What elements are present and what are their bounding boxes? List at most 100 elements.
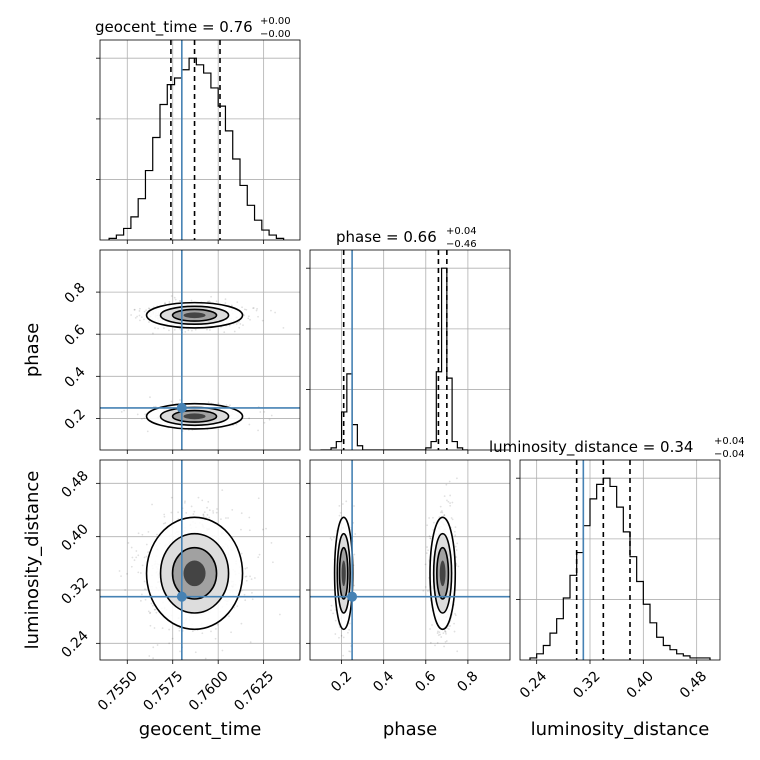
frame-luminosity_distance_vs_phase (309, 459, 511, 661)
xticklabel-luminosity-distance-2: 0.40 (624, 668, 657, 701)
scatter-point (252, 307, 255, 309)
scatter-point (265, 527, 267, 530)
scatter-point (348, 650, 350, 653)
scatter-point (140, 417, 143, 420)
scatter-point (164, 302, 166, 305)
scatter-point (120, 410, 123, 413)
scatter-point (249, 318, 251, 321)
scatter-point (221, 649, 224, 652)
scatter-point (349, 650, 352, 653)
panel-luminosity-distance-vs-phase (310, 460, 510, 660)
scatter-point (168, 300, 171, 303)
scatter-point (174, 298, 177, 301)
scatter-point (258, 553, 261, 556)
scatter-point (353, 584, 356, 587)
scatter-point (197, 496, 200, 499)
x-axis-label-luminosity-distance: luminosity_distance (531, 719, 710, 740)
scatter-point (443, 514, 446, 517)
scatter-point (162, 522, 165, 525)
scatter-point (330, 604, 333, 607)
scatter-point (444, 640, 447, 643)
scatter-point (140, 316, 143, 319)
scatter-point (138, 310, 141, 312)
scatter-point (164, 302, 166, 305)
scatter-point (228, 615, 230, 618)
scatter-point (225, 404, 228, 406)
scatter-point (246, 567, 248, 569)
scatter-point (170, 511, 173, 514)
scatter-point (214, 637, 217, 640)
scatter-point (170, 400, 173, 403)
scatter-point (454, 545, 457, 548)
scatter-point (225, 517, 227, 519)
scatter-point (143, 580, 146, 583)
scatter-point (137, 554, 140, 557)
scatter-point (444, 629, 446, 632)
title-geocent-time-lower: −0.00 (260, 29, 291, 40)
contour-luminosity_distance_vs_geocent_time-0-2 (171, 546, 218, 600)
scatter-point (427, 590, 429, 592)
scatter-point (220, 518, 222, 521)
scatter-point (445, 483, 448, 486)
scatter-point (449, 494, 452, 497)
xticklabel-phase-3: 0.8 (454, 668, 481, 695)
scatter-point (127, 542, 130, 544)
scatter-point (448, 628, 450, 630)
scatter-point (334, 619, 337, 622)
scatter-point (433, 521, 435, 524)
scatter-point (424, 563, 427, 566)
scatter-point (118, 570, 121, 572)
scatter-point (130, 565, 133, 568)
yticklabel-phase-3: 0.8 (62, 280, 89, 307)
scatter-point (244, 575, 247, 578)
scatter-point (136, 315, 138, 318)
scatter-point (152, 646, 155, 649)
title-geocent-time-upper: +0.00 (260, 16, 291, 27)
scatter-point (259, 411, 262, 413)
scatter-point (206, 300, 209, 303)
scatter-point (445, 632, 447, 635)
scatter-point (436, 642, 439, 644)
scatter-point (429, 537, 432, 540)
scatter-point (177, 511, 179, 514)
scatter-point (208, 516, 211, 519)
scatter-point (454, 534, 457, 537)
contour-luminosity_distance_vs_phase-1-2 (436, 546, 450, 600)
scatter-point (240, 528, 242, 531)
scatter-point (263, 421, 266, 424)
scatter-point (338, 636, 340, 639)
contour-phase_vs_geocent_time-0-1 (159, 305, 230, 326)
scatter-point (353, 505, 355, 507)
scatter-point (426, 546, 428, 548)
scatter-point (278, 613, 281, 616)
scatter-point (156, 644, 159, 646)
title-luminosity-distance-lower: −0.04 (714, 449, 745, 460)
scatter-point (208, 300, 211, 303)
scatter-point (146, 430, 149, 433)
scatter-point (224, 298, 227, 301)
scatter-point (457, 565, 460, 568)
scatter-point (210, 295, 212, 298)
scatter-point (445, 640, 448, 642)
scatter-point (443, 495, 446, 498)
scatter-point (340, 634, 343, 637)
scatter-point (207, 401, 210, 404)
scatter-point (247, 315, 250, 318)
scatter-point (144, 588, 146, 591)
scatter-point (215, 511, 218, 514)
scatter-point (428, 535, 431, 537)
scatter-point (153, 627, 156, 629)
frame-phase_vs_geocent_time (99, 249, 301, 451)
scatter-point (439, 511, 442, 514)
scatter-point (448, 480, 451, 483)
scatter-point (207, 500, 210, 503)
contour-luminosity_distance_vs_phase-0-2 (338, 546, 349, 600)
scatter-point (453, 630, 456, 633)
truth-marker-luminosity_distance_vs_phase (347, 591, 358, 602)
scatter-point (257, 556, 260, 559)
scatter-point (330, 538, 333, 541)
scatter-point (179, 300, 181, 302)
scatter-point (257, 315, 259, 318)
scatter-point (148, 655, 151, 657)
density-fill-phase_vs_geocent_time-1-3 (183, 413, 206, 420)
